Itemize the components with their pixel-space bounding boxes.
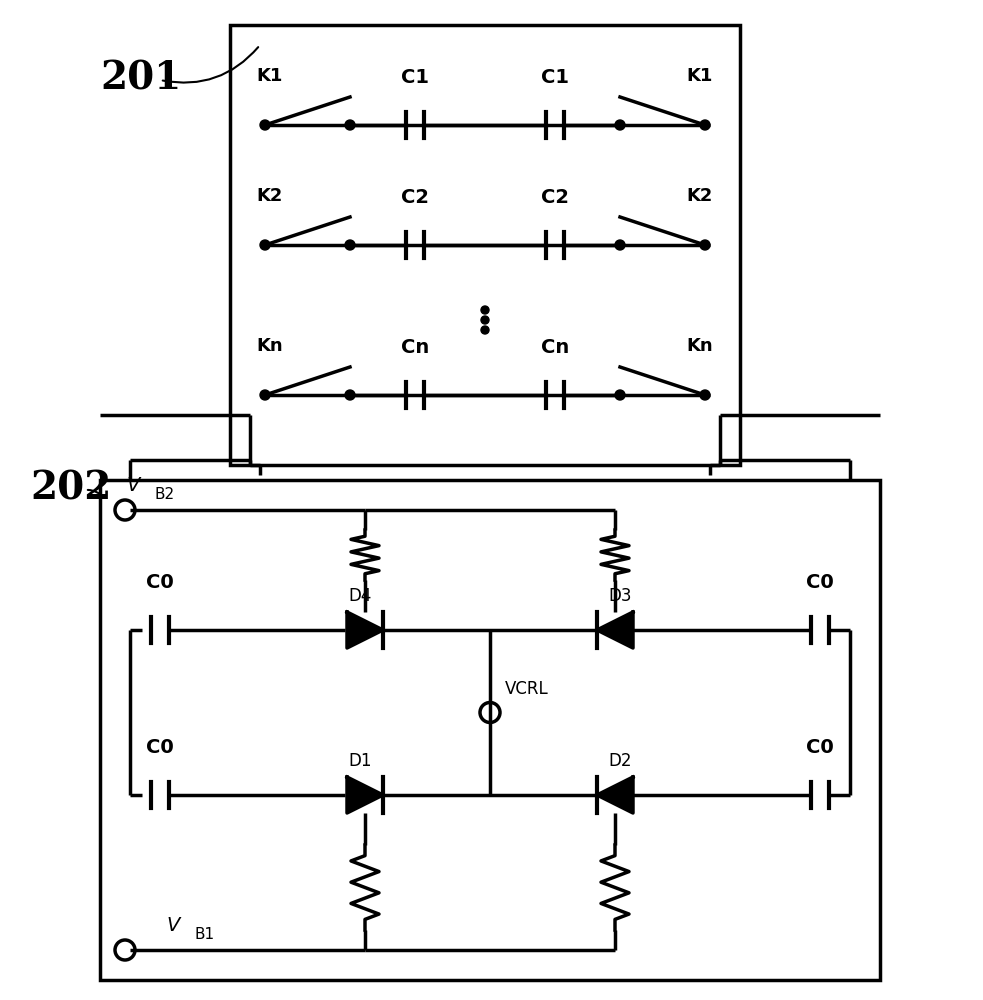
Text: C2: C2 <box>401 188 429 207</box>
Text: C2: C2 <box>541 188 569 207</box>
Circle shape <box>700 240 710 250</box>
Bar <box>100 480 880 980</box>
Text: V: V <box>127 476 140 495</box>
Text: C0: C0 <box>806 573 834 592</box>
Text: Kn: Kn <box>687 337 714 355</box>
Text: 202: 202 <box>30 470 111 508</box>
Circle shape <box>481 306 489 314</box>
Text: Cn: Cn <box>541 338 569 357</box>
Circle shape <box>260 120 270 130</box>
Circle shape <box>260 390 270 400</box>
Text: C0: C0 <box>146 738 174 757</box>
Polygon shape <box>597 612 633 648</box>
Text: C1: C1 <box>541 68 569 87</box>
Text: C0: C0 <box>806 738 834 757</box>
Text: C1: C1 <box>401 68 429 87</box>
Text: C0: C0 <box>146 573 174 592</box>
Text: B2: B2 <box>155 487 175 502</box>
Text: K2: K2 <box>687 187 714 205</box>
Text: D3: D3 <box>608 587 632 605</box>
Text: Cn: Cn <box>401 338 430 357</box>
Circle shape <box>615 390 625 400</box>
Circle shape <box>481 326 489 334</box>
Text: B1: B1 <box>195 927 215 942</box>
Text: K1: K1 <box>257 67 283 85</box>
Circle shape <box>700 390 710 400</box>
Polygon shape <box>597 777 633 813</box>
Text: D1: D1 <box>348 752 372 770</box>
Text: VCRL: VCRL <box>505 680 549 698</box>
Text: K2: K2 <box>257 187 283 205</box>
Polygon shape <box>347 612 383 648</box>
Circle shape <box>481 316 489 324</box>
Text: 201: 201 <box>100 60 181 98</box>
Circle shape <box>615 120 625 130</box>
Text: D4: D4 <box>348 587 372 605</box>
Text: V: V <box>167 916 180 935</box>
Circle shape <box>260 240 270 250</box>
Circle shape <box>345 120 355 130</box>
Text: D2: D2 <box>608 752 632 770</box>
Bar <box>230 25 740 465</box>
Circle shape <box>615 240 625 250</box>
Circle shape <box>345 240 355 250</box>
Polygon shape <box>347 777 383 813</box>
Circle shape <box>345 390 355 400</box>
Text: Kn: Kn <box>257 337 283 355</box>
Text: K1: K1 <box>687 67 714 85</box>
Circle shape <box>700 120 710 130</box>
